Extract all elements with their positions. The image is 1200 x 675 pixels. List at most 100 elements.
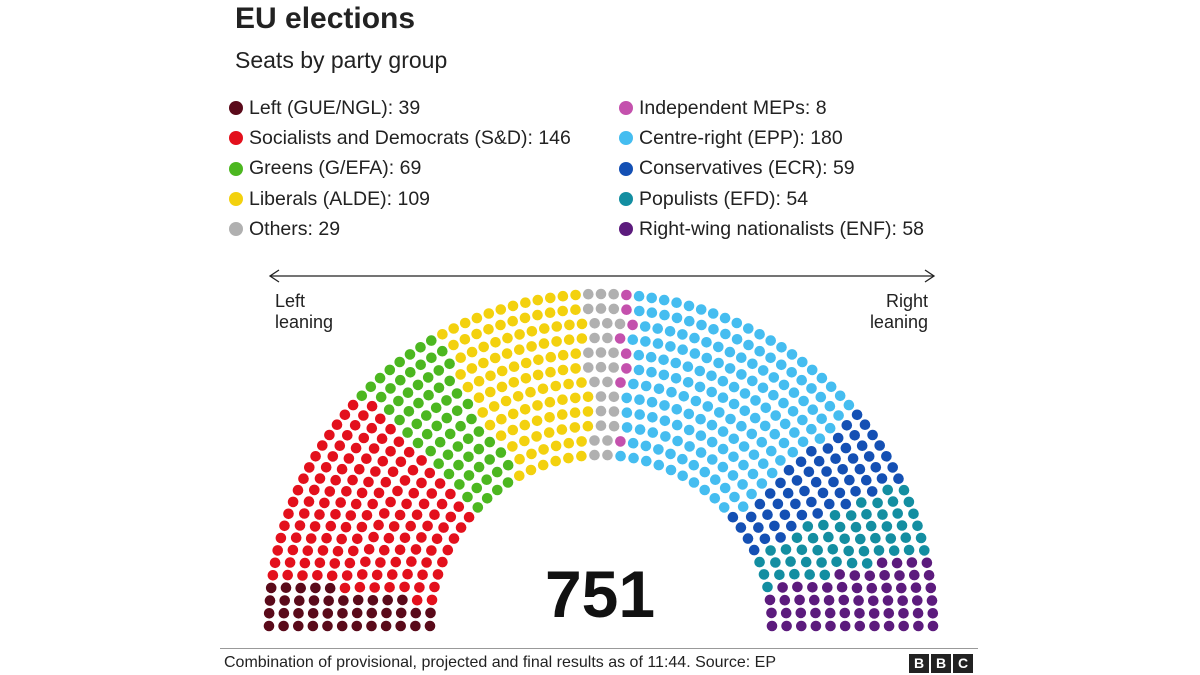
seat-dot: [796, 620, 807, 632]
seat-dot: [321, 532, 332, 544]
seat-dot: [898, 484, 910, 496]
seat-dot: [849, 430, 860, 441]
seat-dot: [373, 487, 385, 499]
seat-dot: [736, 420, 747, 432]
seat-dot: [425, 607, 436, 619]
seat-dot: [430, 402, 442, 414]
seat-dot: [758, 569, 770, 580]
seat-dot: [694, 365, 706, 377]
seat-dot: [856, 497, 867, 508]
seat-dot: [595, 303, 607, 314]
seat-dot: [444, 358, 455, 370]
seat-dot: [677, 344, 688, 356]
seat-dot: [415, 342, 426, 353]
seat-dot: [394, 509, 406, 521]
seat-dot: [278, 620, 289, 632]
seat-dot: [310, 582, 321, 594]
seat-dot: [339, 409, 351, 421]
seat-dot: [815, 391, 827, 403]
seat-dot: [519, 404, 531, 415]
seat-dot: [411, 509, 423, 521]
seat-dot: [410, 544, 422, 555]
bbc-logo: B B C: [909, 654, 973, 673]
seat-dot: [885, 533, 897, 544]
seat-dot: [756, 478, 768, 489]
seat-dot: [350, 498, 362, 510]
seat-dot: [769, 520, 780, 532]
seat-dot: [526, 326, 538, 337]
seat-dot: [395, 607, 407, 619]
seat-dot: [519, 435, 530, 447]
seat-dot: [859, 419, 871, 431]
seat-dot: [356, 390, 368, 402]
seat-dot: [442, 544, 454, 556]
seat-dot: [443, 468, 455, 480]
seat-dot: [426, 335, 437, 346]
seat-dot: [658, 369, 670, 381]
seat-dot: [736, 352, 747, 364]
seat-dot: [806, 496, 817, 508]
seat-dot: [545, 366, 556, 378]
seat-dot: [717, 392, 729, 404]
seat-dot: [779, 418, 791, 430]
seat-dot: [749, 412, 761, 424]
seat-dot: [576, 318, 588, 330]
seat-dot: [507, 408, 519, 420]
seat-dot: [380, 476, 392, 488]
seat-dot: [627, 319, 638, 331]
seat-dot: [290, 532, 302, 543]
seat-dot: [544, 412, 555, 423]
seat-dot: [384, 582, 395, 593]
seat-dot: [502, 332, 513, 344]
seat-dot: [434, 478, 446, 489]
seat-dot: [298, 473, 309, 485]
seat-dot: [360, 556, 371, 568]
seat-dot: [671, 419, 683, 431]
seat-dot: [570, 289, 581, 301]
seat-dot: [829, 510, 841, 521]
seat-dot: [821, 466, 832, 477]
seat-dot: [532, 369, 544, 381]
seat-dot: [795, 456, 807, 468]
seat-dot: [865, 520, 877, 532]
seat-dot: [425, 445, 437, 457]
seat-dot: [519, 419, 531, 431]
seat-dot: [323, 595, 335, 607]
seat-dot: [706, 419, 718, 431]
seat-dot: [436, 498, 448, 510]
seat-dot: [688, 459, 700, 471]
seat-dot: [868, 608, 880, 619]
seat-dot: [787, 446, 799, 458]
seat-dot: [867, 429, 878, 441]
seat-dot: [891, 557, 903, 569]
seat-dot: [810, 620, 822, 632]
seat-dot: [287, 496, 299, 508]
seat-dot: [729, 491, 740, 503]
seat-dot: [589, 318, 600, 329]
seat-dot: [309, 521, 321, 532]
seat-dot: [485, 386, 496, 398]
seat-dot: [401, 498, 412, 510]
seat-dot: [395, 456, 407, 468]
seat-dot: [492, 484, 503, 496]
legend-swatch: [229, 222, 243, 237]
seat-dot: [882, 484, 893, 496]
seat-dot: [402, 387, 414, 399]
seat-dot: [653, 444, 664, 455]
seat-dot: [777, 582, 788, 593]
seat-dot: [818, 519, 829, 531]
seat-dot: [677, 329, 688, 340]
seat-dot: [466, 413, 477, 425]
seat-dot: [538, 338, 550, 349]
seat-dot: [869, 620, 880, 632]
seat-dot: [614, 333, 626, 344]
seat-dot: [796, 374, 807, 386]
seat-dot: [688, 477, 700, 488]
seat-dot: [370, 466, 381, 477]
seat-dot: [640, 440, 652, 452]
legend-item: Left (GUE/NGL): 39: [229, 93, 571, 123]
seat-dot: [366, 607, 378, 619]
seat-dot: [388, 521, 400, 532]
seat-dot: [845, 510, 857, 521]
seat-dot: [462, 398, 474, 410]
